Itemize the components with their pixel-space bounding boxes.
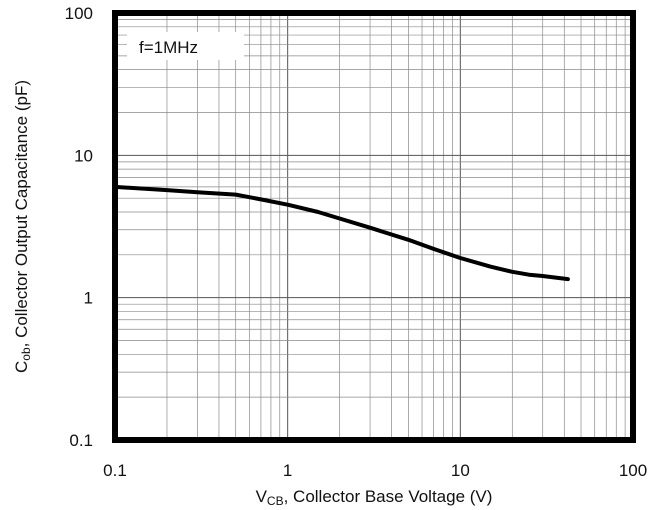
y-axis-label-main: C	[12, 361, 31, 373]
y-tick-label: 10	[74, 146, 93, 165]
frequency-annotation: f=1MHz	[139, 38, 198, 57]
capacitance-curve	[113, 184, 570, 282]
annotation-background	[127, 32, 244, 60]
x-axis-label-rest: , Collector Base Voltage (V)	[284, 487, 493, 506]
x-axis-label-subscript: CB	[267, 494, 284, 508]
x-axis-label: VCB, Collector Base Voltage (V)	[256, 487, 493, 508]
x-tick-label: 0.1	[103, 461, 127, 480]
y-tick-label: 0.1	[69, 431, 93, 450]
y-tick-label: 1	[84, 289, 93, 308]
y-tick-labels: 0.1 1 10 100	[65, 4, 93, 450]
y-axis-label-subscript: ob	[19, 347, 33, 361]
y-axis-label-rest: , Collector Output Capacitance (pF)	[12, 80, 31, 347]
x-tick-label: 10	[451, 461, 470, 480]
y-axis-label: Cob, Collector Output Capacitance (pF)	[12, 80, 33, 373]
plot-frame	[112, 10, 636, 443]
y-tick-label: 100	[65, 4, 93, 23]
x-tick-labels: 0.1 1 10 100	[103, 461, 647, 480]
x-tick-label: 100	[619, 461, 647, 480]
x-axis-label-main: V	[256, 487, 268, 506]
x-tick-label: 1	[283, 461, 292, 480]
grid-lines	[114, 13, 633, 441]
